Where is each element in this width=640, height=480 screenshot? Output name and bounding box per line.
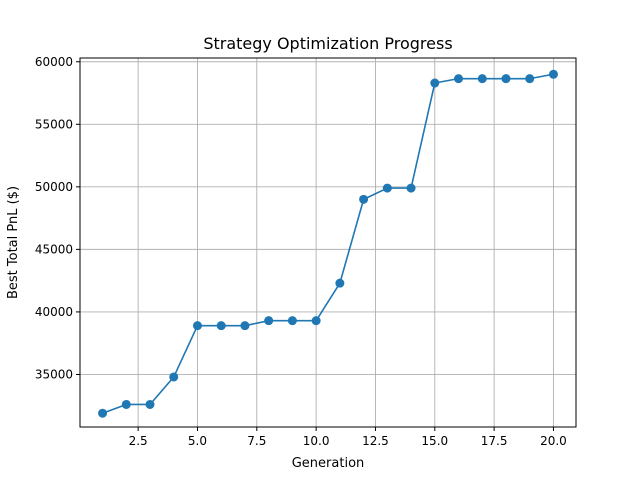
y-tick-label: 50000 bbox=[35, 180, 73, 194]
y-tick-label: 60000 bbox=[35, 55, 73, 69]
plot-frame bbox=[79, 57, 577, 428]
x-tick-label: 2.5 bbox=[129, 434, 148, 448]
y-tick-label: 35000 bbox=[35, 367, 73, 381]
data-point bbox=[454, 74, 464, 84]
x-tick-label: 7.5 bbox=[247, 434, 266, 448]
y-axis-label: Best Total PnL ($) bbox=[6, 186, 21, 299]
data-point bbox=[98, 408, 108, 418]
chart-title: Strategy Optimization Progress bbox=[203, 34, 452, 53]
x-tick-label: 10.0 bbox=[303, 434, 330, 448]
data-point bbox=[264, 316, 274, 326]
axis-ticks: 2.5 5.0 7.5 10.0 12.5 15.0 17.5 20.0 35000 40000 4… bbox=[35, 55, 567, 448]
data-point bbox=[548, 69, 558, 79]
data-point bbox=[145, 399, 155, 409]
data-point bbox=[382, 183, 392, 193]
x-tick-label: 17.5 bbox=[481, 434, 508, 448]
grid bbox=[80, 58, 576, 427]
data-point bbox=[430, 78, 440, 88]
data-point bbox=[335, 278, 345, 288]
data-point bbox=[501, 74, 511, 84]
x-tick-label: 12.5 bbox=[362, 434, 389, 448]
data-point bbox=[169, 372, 179, 382]
y-tick-label: 45000 bbox=[35, 242, 73, 256]
x-tick-label: 20.0 bbox=[540, 434, 567, 448]
data-point bbox=[477, 74, 487, 84]
x-tick-label: 15.0 bbox=[421, 434, 448, 448]
data-point bbox=[192, 321, 202, 331]
data-point bbox=[359, 194, 369, 204]
series bbox=[98, 69, 558, 418]
y-tick-label: 55000 bbox=[35, 117, 73, 131]
y-tick-label: 40000 bbox=[35, 305, 73, 319]
data-point bbox=[525, 74, 535, 84]
x-tick-label: 5.0 bbox=[188, 434, 207, 448]
data-point bbox=[216, 321, 226, 331]
x-axis-label: Generation bbox=[292, 456, 365, 471]
data-point bbox=[121, 399, 131, 409]
data-point bbox=[240, 321, 250, 331]
data-point bbox=[311, 316, 321, 326]
data-point bbox=[406, 183, 416, 193]
data-point bbox=[287, 316, 297, 326]
